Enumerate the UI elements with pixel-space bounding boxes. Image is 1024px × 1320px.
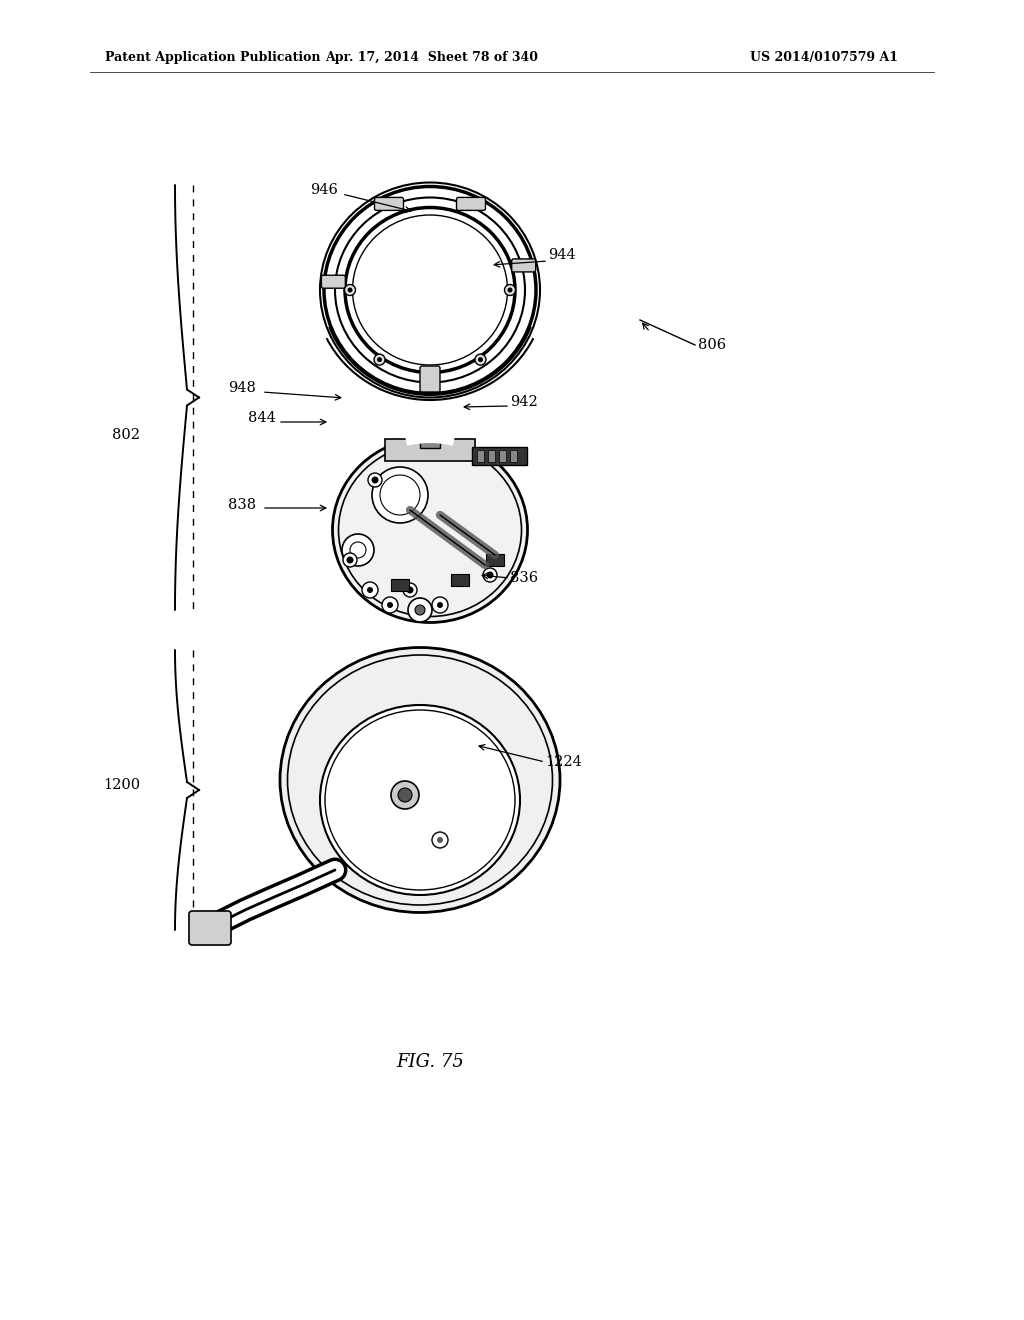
Circle shape <box>343 553 357 568</box>
Circle shape <box>398 788 412 803</box>
Bar <box>451 574 469 586</box>
Text: 838: 838 <box>228 498 256 512</box>
Circle shape <box>483 568 497 582</box>
Text: 948: 948 <box>228 381 256 395</box>
FancyBboxPatch shape <box>375 198 403 210</box>
Text: 1224: 1224 <box>545 755 582 770</box>
Circle shape <box>408 598 432 622</box>
Circle shape <box>344 285 355 296</box>
Circle shape <box>377 358 382 362</box>
FancyBboxPatch shape <box>420 366 440 392</box>
Circle shape <box>372 477 379 483</box>
Circle shape <box>437 837 443 843</box>
Circle shape <box>432 832 449 847</box>
Text: 1200: 1200 <box>102 777 140 792</box>
Text: 942: 942 <box>510 395 538 409</box>
Text: 806: 806 <box>698 338 726 352</box>
Circle shape <box>415 605 425 615</box>
Text: FIG. 75: FIG. 75 <box>396 1053 464 1071</box>
Ellipse shape <box>280 648 560 912</box>
Circle shape <box>403 583 417 597</box>
Bar <box>385 438 475 461</box>
FancyBboxPatch shape <box>457 198 485 210</box>
Circle shape <box>508 288 512 293</box>
Circle shape <box>362 582 378 598</box>
Bar <box>420 436 440 447</box>
Circle shape <box>347 288 352 293</box>
FancyBboxPatch shape <box>189 911 231 945</box>
Text: 944: 944 <box>548 248 575 261</box>
Circle shape <box>342 535 374 566</box>
FancyBboxPatch shape <box>322 276 345 288</box>
Ellipse shape <box>333 437 527 623</box>
Circle shape <box>432 597 449 612</box>
Bar <box>486 554 504 566</box>
Circle shape <box>372 467 428 523</box>
Text: 802: 802 <box>112 428 140 442</box>
Circle shape <box>374 354 385 366</box>
Circle shape <box>475 354 486 366</box>
Text: 844: 844 <box>248 411 275 425</box>
Circle shape <box>382 597 398 612</box>
Bar <box>472 447 527 465</box>
Text: Apr. 17, 2014  Sheet 78 of 340: Apr. 17, 2014 Sheet 78 of 340 <box>326 51 539 65</box>
Circle shape <box>407 586 414 594</box>
FancyBboxPatch shape <box>512 259 536 272</box>
Bar <box>499 450 506 462</box>
Bar <box>477 450 484 462</box>
Text: 946: 946 <box>310 183 338 197</box>
Circle shape <box>346 557 353 564</box>
Circle shape <box>368 473 382 487</box>
Circle shape <box>367 587 373 593</box>
Circle shape <box>437 602 443 609</box>
Text: US 2014/0107579 A1: US 2014/0107579 A1 <box>750 51 898 65</box>
Circle shape <box>486 572 494 578</box>
Text: Patent Application Publication: Patent Application Publication <box>105 51 321 65</box>
Ellipse shape <box>319 705 520 895</box>
Bar <box>488 450 495 462</box>
Bar <box>510 450 517 462</box>
Circle shape <box>387 602 393 609</box>
Circle shape <box>391 781 419 809</box>
Circle shape <box>505 285 515 296</box>
Text: 836: 836 <box>510 572 539 585</box>
Bar <box>391 579 409 591</box>
Circle shape <box>478 358 483 362</box>
